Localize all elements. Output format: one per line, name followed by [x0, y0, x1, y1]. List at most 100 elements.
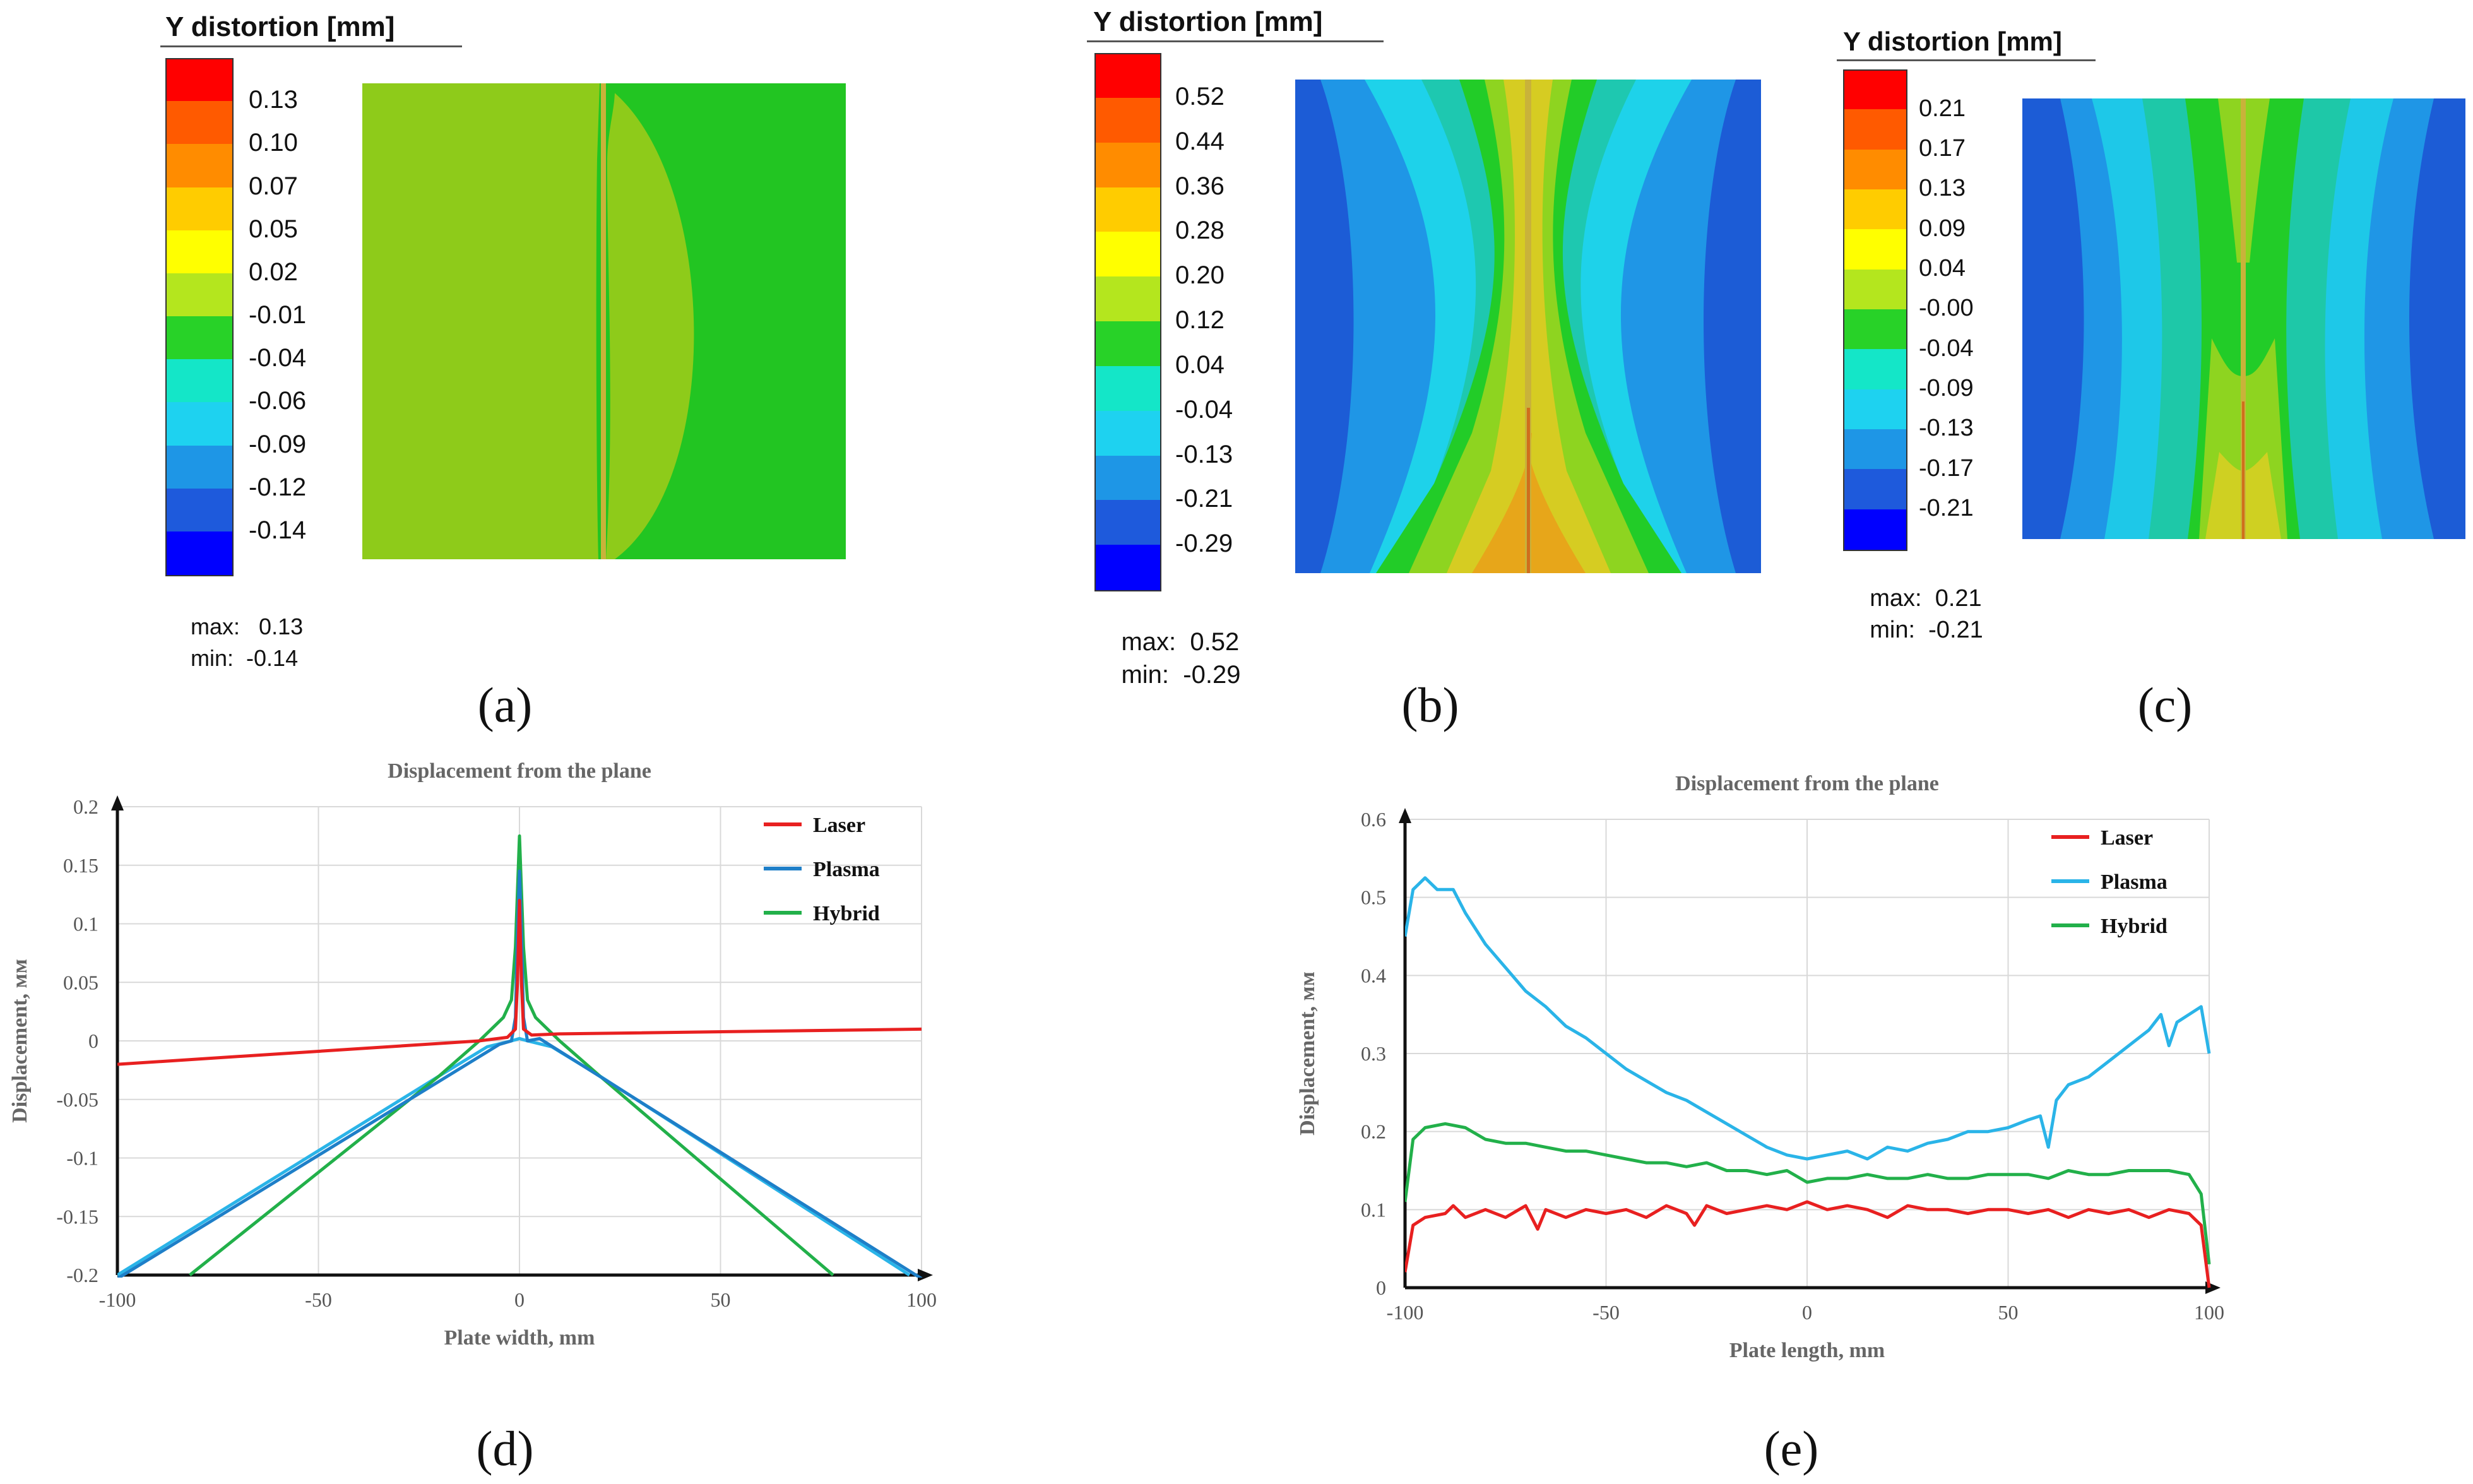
y-tick-label: 0.5: [1361, 886, 1386, 909]
colorbar-swatch: [1094, 321, 1161, 367]
min-value: -0.14: [246, 645, 299, 671]
colorbar-tick-label: 0.04: [1919, 254, 1966, 282]
y-tick-label: 0.2: [1361, 1120, 1386, 1143]
colorbar-swatch: [1094, 455, 1161, 501]
y-axis-label: Displacement, мм: [1296, 971, 1319, 1136]
y-axis-arrow: [111, 795, 124, 810]
colorbar-tick-label: -0.13: [1919, 415, 1974, 442]
min-value: -0.21: [1928, 617, 1983, 643]
series-line-plasma: [1405, 876, 2211, 1161]
x-tick-label: -50: [1592, 1301, 1620, 1324]
max-label: max:: [191, 614, 240, 639]
x-tick-label: 0: [1802, 1301, 1812, 1324]
colorbar-tick-label: 0.52: [1175, 82, 1225, 110]
min-label: min:: [1870, 617, 1916, 643]
min-label: min:: [1121, 661, 1170, 689]
colorbar-tick-label: -0.29: [1175, 530, 1233, 558]
colorbar-tick-label: -0.17: [1919, 454, 1974, 482]
colorbar-tick-label: 0.02: [249, 258, 298, 286]
colorbar-swatch: [1094, 500, 1161, 546]
legend-label: Hybrid: [2101, 915, 2168, 938]
y-tick-label: 0.1: [73, 913, 98, 935]
colorbar-swatch: [1843, 189, 1907, 230]
x-tick-label: 100: [906, 1288, 937, 1311]
max-label: max:: [1870, 585, 1922, 612]
colorbar-swatch: [165, 531, 234, 576]
series-line-hybrid: [1405, 1122, 2211, 1265]
colorbar-tick-label: -0.04: [249, 344, 307, 372]
caption-d: (d): [476, 1421, 534, 1476]
distortion-field: [362, 83, 846, 559]
x-tick-label: 100: [2194, 1301, 2224, 1324]
max-value: 0.13: [259, 614, 304, 639]
max-readout: max: 0.13: [165, 587, 303, 667]
colorbar-tick-label: 0.44: [1175, 127, 1225, 155]
colorbar-swatch: [165, 58, 234, 104]
colorbar-swatch: [1843, 429, 1907, 470]
colorbar-swatch: [165, 445, 234, 489]
min-readout: min: -0.21: [1843, 590, 1983, 671]
max-value: 0.21: [1935, 585, 1982, 612]
colorbar-tick-label: 0.28: [1175, 217, 1225, 245]
colorbar-swatch: [1843, 69, 1907, 112]
y-axis-arrow: [1399, 808, 1411, 823]
legend-label: Laser: [813, 814, 865, 837]
colorbar-swatch: [1843, 309, 1907, 350]
colorbar-swatch: [165, 101, 234, 145]
x-tick-label: -100: [99, 1288, 136, 1311]
caption-e: (e): [1764, 1421, 1819, 1476]
colorbar-tick-label: -0.09: [1919, 374, 1974, 401]
y-tick-label: -0.2: [66, 1264, 98, 1286]
max-readout: max: 0.52: [1093, 600, 1239, 685]
colorbar-swatch: [1094, 410, 1161, 456]
x-axis-label: Plate width, mm: [444, 1326, 595, 1350]
colorbar-tick-label: -0.01: [249, 301, 307, 329]
legend-label: Plasma: [813, 858, 880, 881]
y-tick-label: 0.2: [73, 795, 98, 818]
colorbar-tick-label: -0.04: [1919, 335, 1974, 362]
colorbar-tick-label: -0.21: [1919, 494, 1974, 521]
y-tick-label: 0: [1376, 1276, 1386, 1299]
x-tick-label: -100: [1387, 1301, 1424, 1324]
y-axis-label: Displacement, мм: [8, 959, 32, 1123]
colorbar-tick-label: 0.04: [1175, 350, 1225, 379]
y-tick-label: -0.15: [56, 1205, 98, 1228]
colorbar-tick-label: 0.09: [1919, 215, 1966, 242]
colorbar-swatch: [1843, 269, 1907, 310]
colorbar-tick-label: -0.14: [249, 516, 307, 544]
caption-a: (a): [477, 677, 533, 732]
series-line-plasma: [117, 869, 923, 1278]
colorbar-swatch: [1094, 276, 1161, 322]
colorbar-swatch: [165, 273, 234, 317]
colorbar-tick-label: 0.13: [249, 86, 298, 114]
legend-label: Hybrid: [813, 902, 880, 925]
legend-title: Y distortion [mm]: [1843, 27, 2062, 56]
y-tick-label: 0.1: [1361, 1198, 1386, 1221]
colorbar-swatch: [165, 187, 234, 231]
colorbar-swatch: [1843, 469, 1907, 510]
x-tick-label: 50: [1998, 1301, 2019, 1324]
chart-title: Displacement from the plane: [1675, 772, 1939, 795]
colorbar: [1094, 53, 1161, 591]
colorbar: [1843, 69, 1907, 551]
colorbar-swatch: [165, 359, 234, 403]
legend-label: Plasma: [2101, 870, 2168, 894]
series-line-laser: [1405, 1200, 2211, 1288]
caption-b: (b): [1401, 677, 1459, 732]
colorbar-tick-label: 0.13: [1919, 175, 1966, 202]
x-tick-label: -50: [305, 1288, 332, 1311]
colorbar-tick-label: 0.36: [1175, 172, 1225, 200]
colorbar-tick-label: 0.10: [249, 129, 298, 157]
x-tick-label: 0: [514, 1288, 525, 1311]
distortion-field: [2022, 98, 2465, 539]
colorbar-swatch: [1843, 149, 1907, 190]
colorbar-swatch: [1843, 229, 1907, 270]
line-chart-e: Displacement from the plane -100 -50 0 50 100…: [1296, 772, 2224, 1362]
max-label: max:: [1121, 628, 1177, 656]
y-tick-label: 0.4: [1361, 964, 1386, 987]
colorbar-swatch: [1094, 142, 1161, 188]
colorbar-swatch: [1094, 365, 1161, 412]
colorbar-tick-label: 0.20: [1175, 261, 1225, 290]
min-readout: min: -0.14: [165, 619, 298, 698]
y-tick-label: 0.05: [63, 971, 98, 994]
